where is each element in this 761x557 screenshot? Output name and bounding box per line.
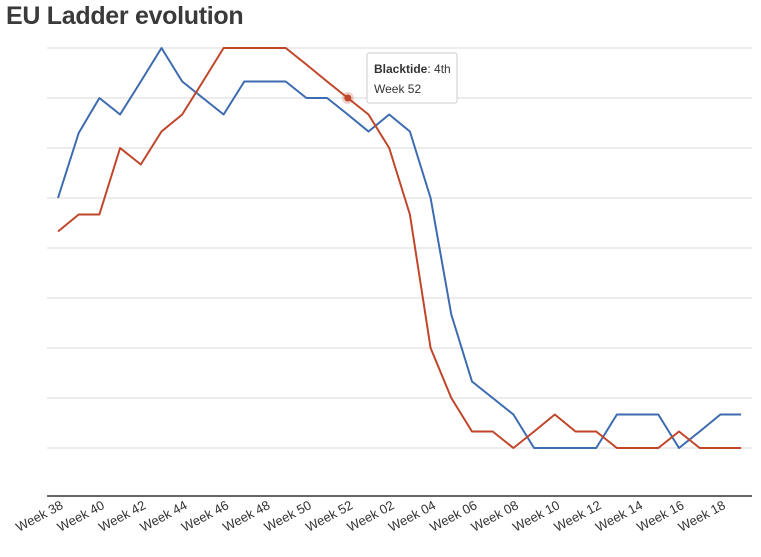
x-tick-label: Week 48 xyxy=(220,497,272,534)
grid-lines xyxy=(47,47,752,449)
x-tick-label: Week 10 xyxy=(510,497,562,534)
hover-point[interactable] xyxy=(344,94,352,102)
x-tick-label: Week 16 xyxy=(634,497,686,534)
x-tick-label: Week 08 xyxy=(469,497,521,534)
tooltip-value: : 4th xyxy=(427,62,450,76)
tooltip-series-name: Blacktide xyxy=(374,62,428,76)
series-line-2[interactable] xyxy=(57,47,742,449)
x-tick-label: Week 46 xyxy=(179,497,231,534)
x-tick-label: Week 40 xyxy=(55,497,107,534)
x-tick-label: Week 38 xyxy=(13,497,65,534)
x-tick-label: Week 02 xyxy=(344,497,396,534)
tooltip-x-label: Week 52 xyxy=(374,82,421,96)
tooltip: Blacktide: 4th Week 52 xyxy=(366,52,458,104)
series-lines xyxy=(57,47,742,449)
tooltip-box xyxy=(366,52,458,104)
x-tick-label: Week 50 xyxy=(262,497,314,534)
series-line-1[interactable] xyxy=(57,47,742,449)
tooltip-title-line: Blacktide: 4th xyxy=(374,62,451,76)
x-tick-label: Week 52 xyxy=(303,497,355,534)
x-tick-label: Week 42 xyxy=(96,497,148,534)
chart-title: EU Ladder evolution xyxy=(6,2,244,30)
x-tick-label: Week 12 xyxy=(551,497,603,534)
x-tick-label: Week 44 xyxy=(137,497,189,534)
hover-markers xyxy=(341,92,354,104)
x-tick-label: Week 06 xyxy=(427,497,479,534)
x-tick-label: Week 14 xyxy=(593,497,645,534)
x-tick-label: Week 18 xyxy=(676,497,728,534)
x-tick-label: Week 04 xyxy=(386,497,438,534)
